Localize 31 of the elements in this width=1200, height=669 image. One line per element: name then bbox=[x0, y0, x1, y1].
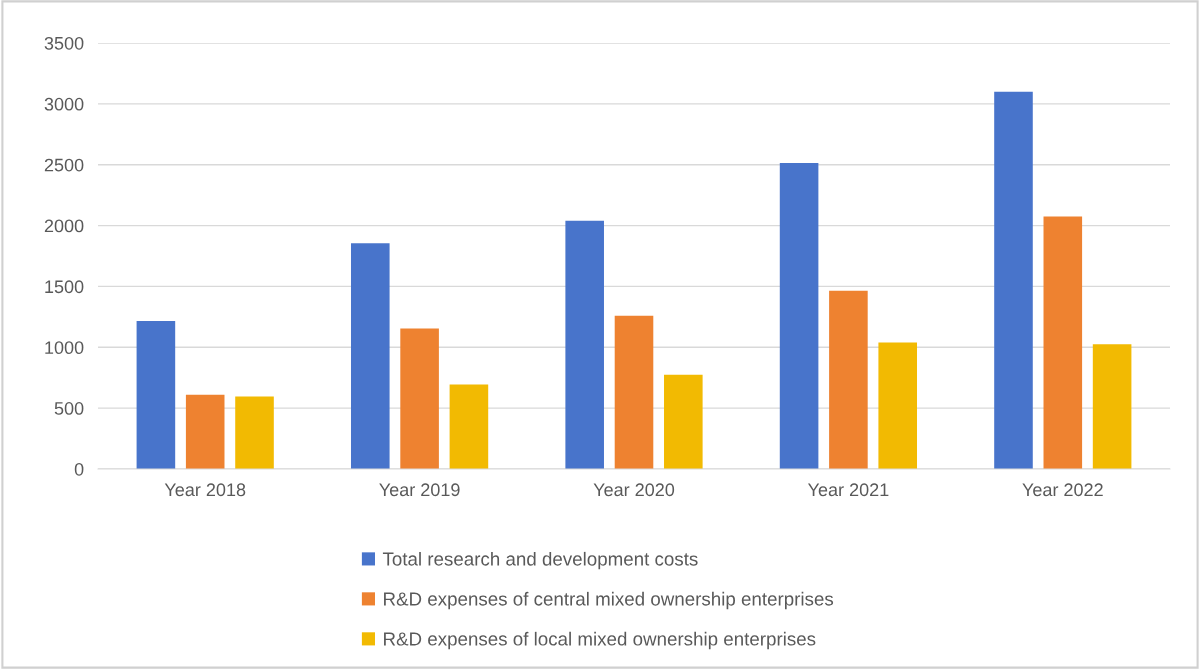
x-tick-label: Year 2018 bbox=[164, 483, 246, 497]
bar bbox=[136, 321, 176, 469]
bar bbox=[185, 394, 225, 469]
y-tick-label: 2000 bbox=[44, 219, 84, 233]
bar bbox=[614, 315, 654, 469]
x-tick-label: Year 2020 bbox=[593, 483, 675, 497]
y-tick-label: 500 bbox=[54, 402, 84, 415]
y-tick-label: 3000 bbox=[44, 97, 84, 111]
legend-label: Total research and development costs bbox=[382, 551, 698, 570]
y-tick-label: 0 bbox=[74, 462, 84, 476]
bar bbox=[400, 328, 439, 469]
bar bbox=[664, 374, 703, 469]
x-tick-label: Year 2019 bbox=[379, 483, 460, 497]
y-tick-label: 2500 bbox=[44, 158, 84, 172]
legend-label: R&D expenses of local mixed ownership enterprises bbox=[384, 631, 816, 650]
legend-label: R&D expenses of central mixed ownership enterprises bbox=[384, 591, 834, 610]
x-tick-label: Year 2022 bbox=[1022, 483, 1103, 497]
bar bbox=[779, 162, 819, 469]
bar bbox=[829, 290, 868, 469]
y-tick-label: 3500 bbox=[44, 36, 84, 50]
bar bbox=[994, 91, 1033, 469]
bar bbox=[565, 220, 604, 469]
bar bbox=[878, 342, 918, 469]
bar bbox=[1043, 216, 1083, 469]
bar bbox=[350, 243, 390, 469]
y-tick-label: 1500 bbox=[45, 280, 84, 294]
bar bbox=[449, 384, 489, 469]
x-tick-label: Year 2021 bbox=[807, 483, 889, 497]
bar bbox=[235, 396, 274, 469]
y-tick-label: 1000 bbox=[45, 341, 84, 355]
bar bbox=[1092, 344, 1132, 469]
